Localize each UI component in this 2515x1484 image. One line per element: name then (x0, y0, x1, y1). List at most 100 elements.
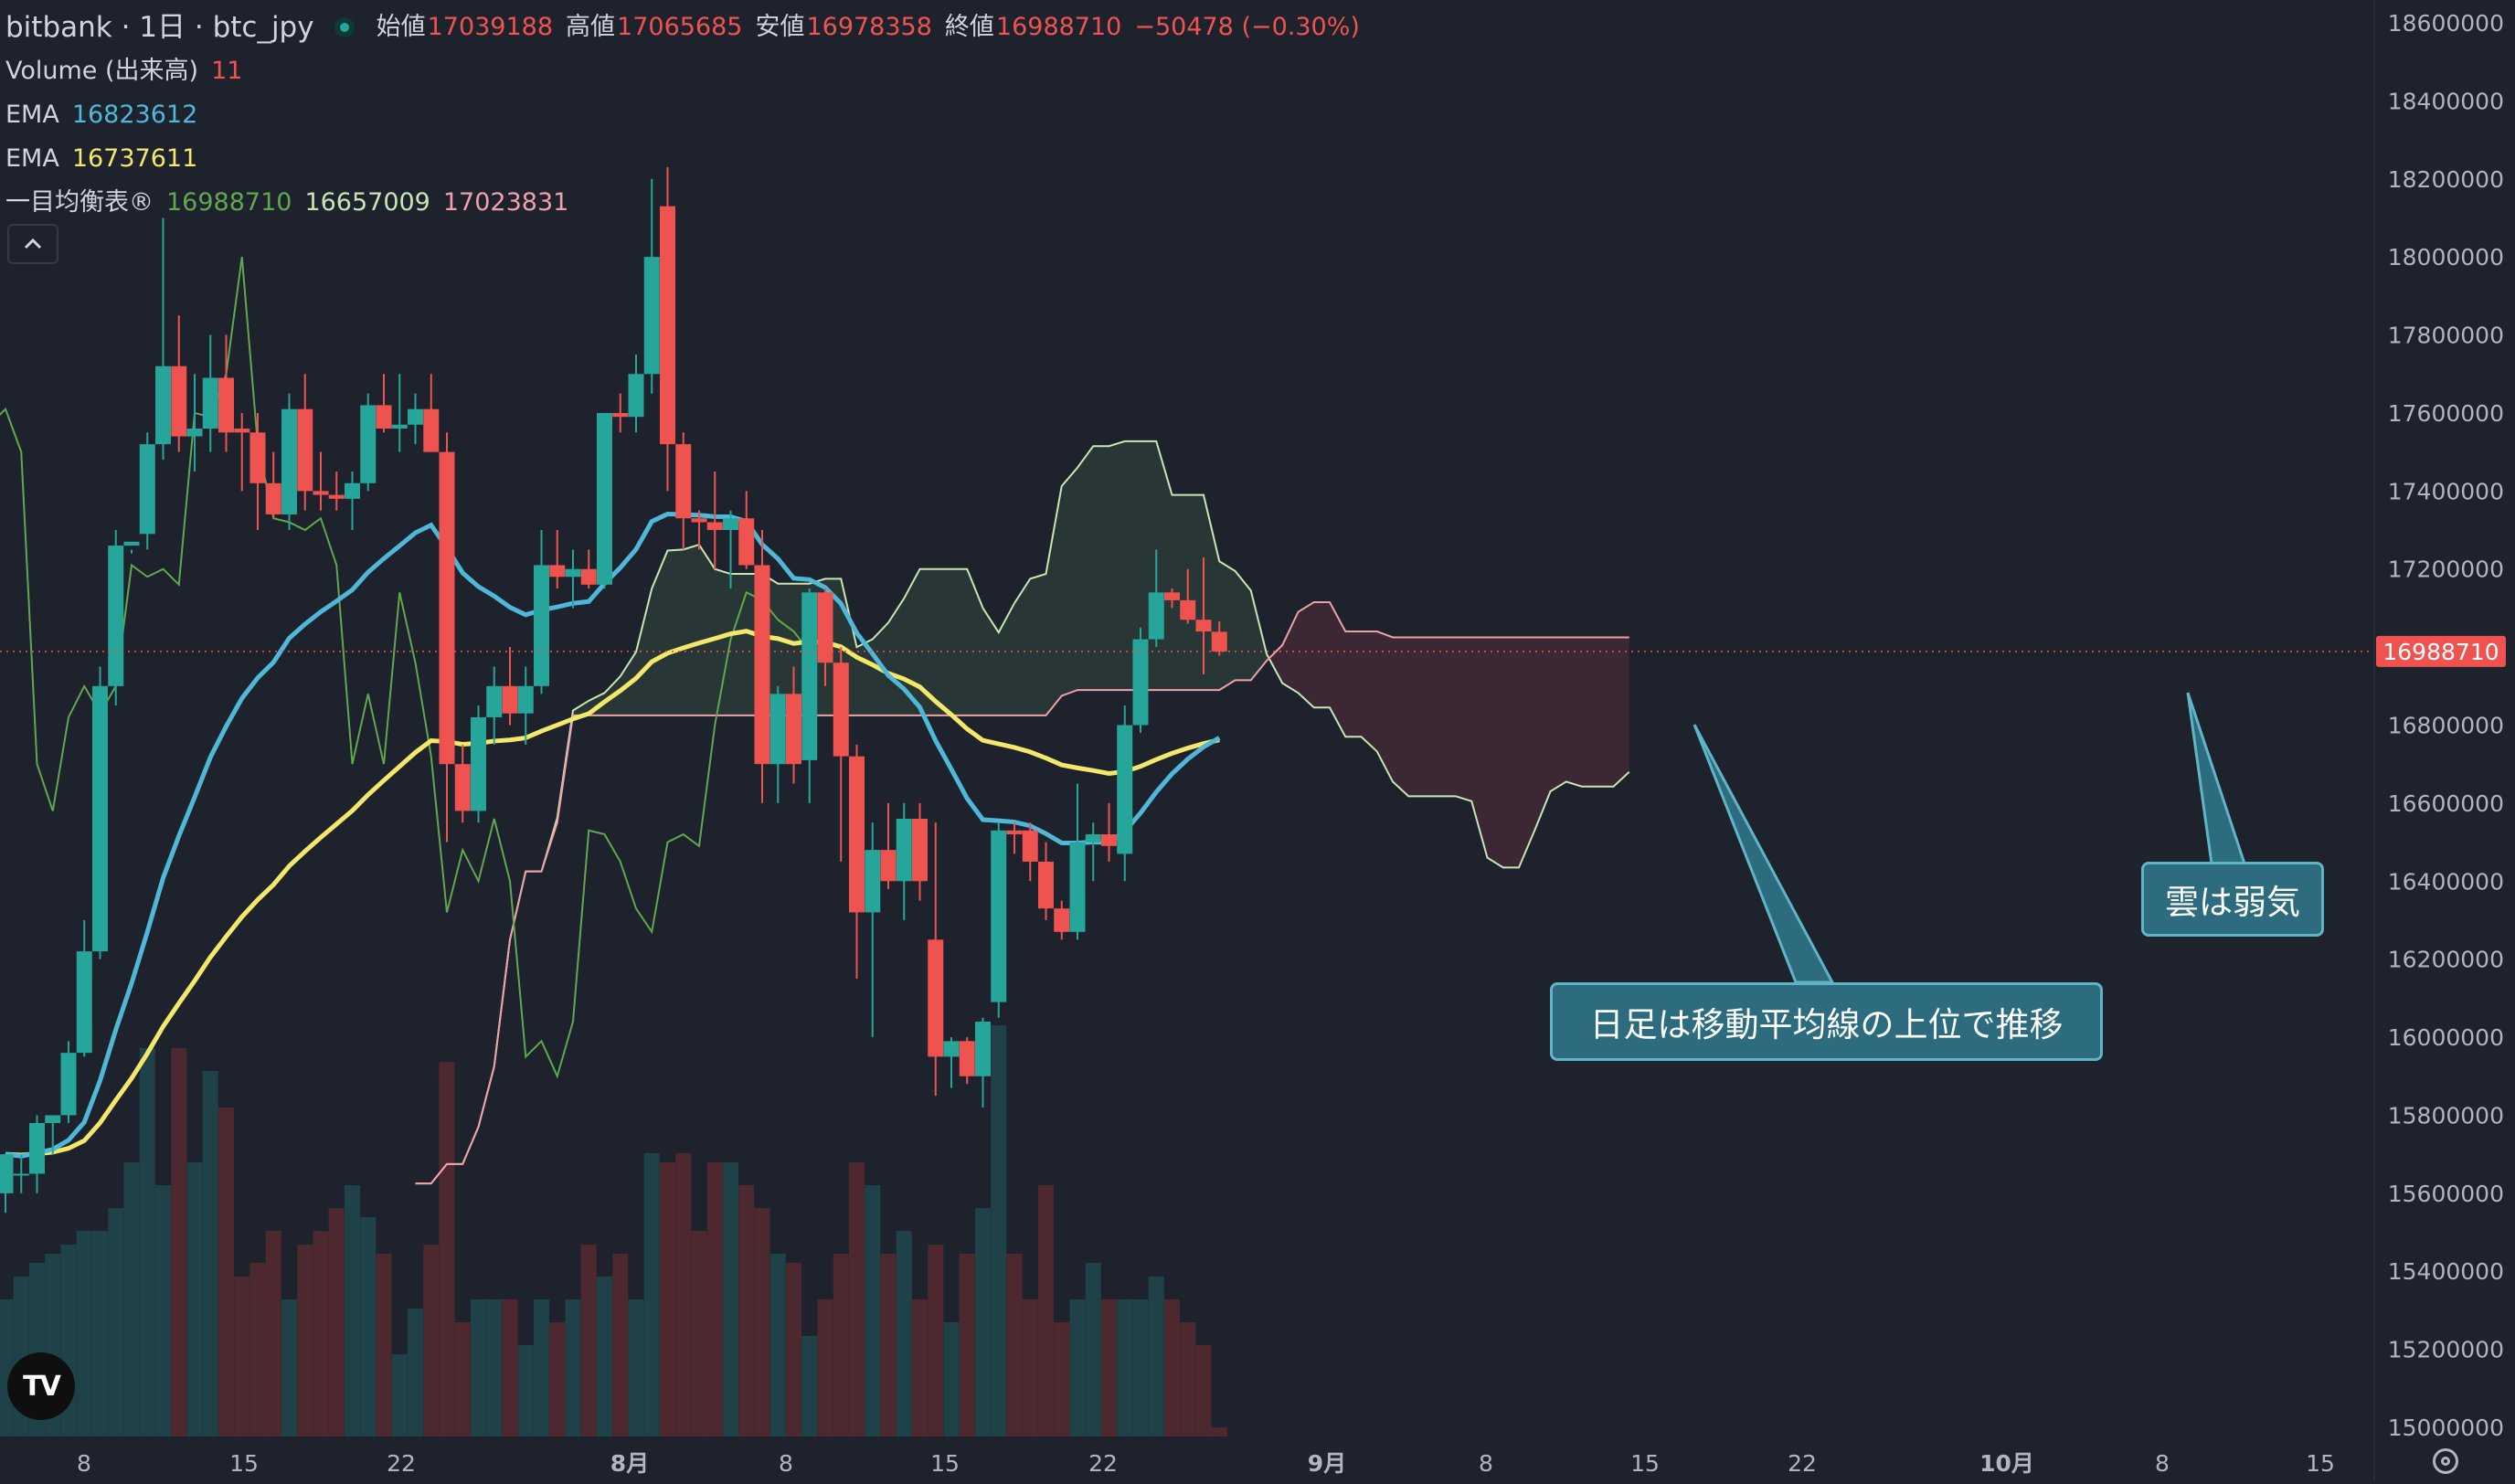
cloud-segment (935, 568, 951, 716)
candle-body (1211, 631, 1227, 652)
cloud-segment (1345, 631, 1362, 737)
candle-body (218, 377, 234, 433)
volume-bar (959, 1254, 975, 1436)
callout-tail-cloud (2186, 692, 2247, 865)
volume-bar (486, 1299, 503, 1436)
volume-bar (423, 1245, 440, 1436)
volume-bar (76, 1231, 92, 1436)
cloud-segment (636, 588, 653, 716)
volume-legend-row[interactable]: Volume (出来高) 11 (5, 49, 1373, 93)
senkou-span-b (415, 601, 1629, 1185)
price-tick-label: 18200000 (2388, 166, 2504, 193)
candle-body (754, 565, 770, 765)
volume-bar (502, 1299, 518, 1436)
volume-bar (1038, 1185, 1054, 1436)
volume-bar (360, 1217, 377, 1436)
current-price-badge (2376, 635, 2506, 667)
ema1-label: EMA (5, 101, 59, 129)
price-tick-label: 18600000 (2388, 10, 2504, 37)
candle-body (202, 377, 218, 429)
volume-bar (1195, 1345, 1212, 1436)
ichimoku-legend-row[interactable]: 一目均衡表® 16988710 16657009 17023831 (5, 181, 1373, 225)
candle-body (408, 408, 423, 425)
volume-bar (849, 1162, 865, 1436)
cloud-segment (1613, 637, 1629, 787)
price-tick-label: 15600000 (2388, 1181, 2504, 1207)
symbol-title[interactable]: bitbank · 1日 · btc_jpy (5, 11, 314, 44)
ichimoku-value-2: 16657009 (304, 188, 430, 217)
symbol-row: bitbank · 1日 · btc_jpy 始値 17039188 高値 1706… (5, 5, 1373, 49)
price-tick-label: 16600000 (2388, 790, 2504, 817)
volume-bar (123, 1162, 140, 1436)
candle-body (345, 482, 360, 499)
ema1-legend-row[interactable]: EMA 16823612 (5, 93, 1373, 137)
cloud-segment (982, 608, 999, 716)
close-value: 16988710 (995, 13, 1122, 41)
candle-body (123, 541, 140, 546)
cloud-segment (1439, 637, 1456, 797)
volume-bar (880, 1254, 897, 1436)
time-tick-label: 15 (1630, 1450, 1660, 1477)
price-tick-label: 17800000 (2388, 323, 2504, 349)
chart-legend: bitbank · 1日 · btc_jpy 始値 17039188 高値 1706… (5, 5, 1373, 225)
volume-bar (234, 1277, 250, 1436)
price-tick-label: 16800000 (2388, 713, 2504, 739)
volume-bar (1101, 1299, 1117, 1436)
tradingview-logo[interactable]: TV (7, 1352, 75, 1420)
volume-bar (912, 1299, 928, 1436)
annotation-text-ma: 日足は移動平均線の上位で推移 (1589, 1005, 2064, 1044)
time-tick-label: 15 (229, 1450, 259, 1477)
volume-bar (1180, 1322, 1196, 1436)
candle-body (423, 408, 440, 452)
candle-body (13, 1173, 29, 1176)
cloud-segment (1030, 574, 1046, 716)
collapse-legend-button[interactable] (7, 224, 58, 264)
candle-body (376, 405, 392, 429)
ema2-legend-row[interactable]: EMA 16737611 (5, 137, 1373, 181)
cloud-segment (1565, 637, 1582, 787)
live-status-icon (334, 17, 355, 37)
volume-bar (1148, 1277, 1164, 1436)
volume-bar (691, 1231, 707, 1436)
volume-value: 11 (211, 57, 243, 85)
price-axis: 18600000 18400000 18200000 18000000 17800000… (2373, 0, 2504, 1480)
candle-body (660, 206, 675, 445)
volume-bar (1117, 1299, 1133, 1436)
candle-body (313, 491, 329, 495)
volume-bar (833, 1254, 849, 1436)
volume-bar (991, 1025, 1007, 1436)
cloud-segment (967, 568, 983, 716)
candle-body (1164, 592, 1180, 600)
cloud-segment (1298, 602, 1314, 708)
annotation-callout-ma[interactable]: 日足は移動平均線の上位で推移 (1550, 982, 2103, 1061)
candle-body (597, 412, 612, 585)
settings-icon[interactable] (2433, 1448, 2458, 1474)
time-tick-label: 22 (1788, 1450, 1817, 1477)
candle-body (234, 429, 250, 433)
time-tick-label: 15 (930, 1450, 960, 1477)
cloud-segment (1534, 637, 1551, 831)
volume-bar (1211, 1427, 1227, 1436)
candle-body (565, 568, 581, 578)
cloud-segment (1156, 440, 1173, 691)
annotation-callout-cloud[interactable]: 雲は弱気 (2141, 862, 2324, 937)
volume-bar (660, 1162, 675, 1436)
cloud-segment (1313, 602, 1330, 708)
cloud-segment (1282, 611, 1299, 694)
volume-bar (597, 1277, 612, 1436)
candle-body (769, 694, 786, 765)
senkou-span-a (415, 440, 1630, 1185)
candle-body (92, 685, 108, 952)
cloud-segment (667, 549, 684, 716)
time-tick-label: 8 (779, 1450, 793, 1477)
volume-bar (801, 1336, 818, 1436)
volume-bar (1085, 1263, 1101, 1436)
ema1-value: 16823612 (71, 101, 198, 129)
candle-body (502, 685, 518, 714)
cloud-segment (652, 550, 668, 716)
cloud-segment (1597, 637, 1614, 787)
cloud-segment (1093, 446, 1109, 691)
candle-body (281, 408, 297, 514)
